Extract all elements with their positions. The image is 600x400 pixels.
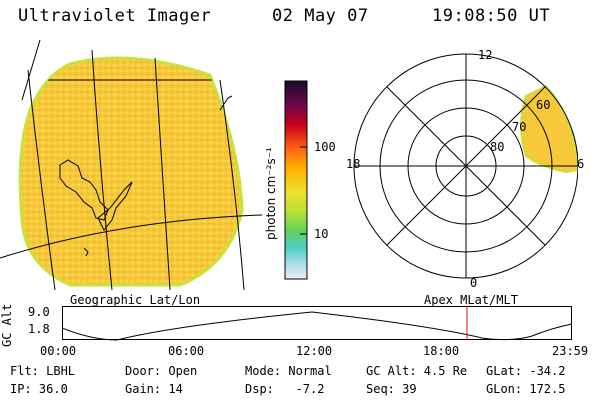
gc-xtick-3: 18:00 xyxy=(423,344,460,358)
gc-ytick-top: 9.0 xyxy=(28,305,50,319)
mlt-label-6: 6 xyxy=(577,157,585,171)
gc-xtick-2: 12:00 xyxy=(296,344,333,358)
apex-label: Apex MLat/MLT xyxy=(424,293,518,307)
mlt-label-12: 12 xyxy=(478,48,493,62)
polar-map xyxy=(353,53,578,279)
gcalt-readout: GC Alt: 4.5 Re xyxy=(366,364,468,378)
date-label: 02 May 07 xyxy=(272,6,369,26)
geo-meridians xyxy=(0,40,262,290)
instrument-title: Ultraviolet Imager xyxy=(18,6,212,26)
gc-alt-curve xyxy=(62,311,572,341)
mlt-label-0: 0 xyxy=(470,276,478,290)
polar-grid xyxy=(353,53,578,279)
gc-ytick-bottom: 1.8 xyxy=(28,322,50,336)
auroral-oval-patch xyxy=(520,84,578,174)
gc-xtick-0: 00:00 xyxy=(40,344,77,358)
colorbar-unit-label: photon cm⁻²s⁻¹ xyxy=(264,147,278,240)
glat-readout: GLat: -34.2 xyxy=(486,364,566,378)
coastline xyxy=(59,95,233,257)
colorbar-tick-100: 100 xyxy=(314,140,336,154)
flt-readout: Flt: LBHL xyxy=(10,364,76,378)
geographic-label: Geographic Lat/Lon xyxy=(70,293,201,307)
uv-disk-image xyxy=(18,56,244,287)
lat-label-70: 70 xyxy=(512,120,527,134)
time-label: 19:08:50 UT xyxy=(432,6,551,26)
lat-label-60: 60 xyxy=(536,98,551,112)
mlt-label-18: 18 xyxy=(346,157,361,171)
colorbar xyxy=(284,80,308,280)
mode-readout: Mode: Normal xyxy=(245,364,332,378)
glon-readout: GLon: 172.5 xyxy=(486,382,566,396)
seq-readout: Seq: 39 xyxy=(366,382,417,396)
lat-label-80: 80 xyxy=(490,140,505,154)
door-readout: Door: Open xyxy=(125,364,198,378)
gc-alt-ylabel: GC Alt xyxy=(0,303,14,347)
colorbar-tick-10: 10 xyxy=(314,227,329,241)
dsp-readout: Dsp: -7.2 xyxy=(245,382,325,396)
gc-xtick-4: 23:59 xyxy=(552,344,589,358)
gc-alt-plot xyxy=(62,306,572,341)
geographic-map xyxy=(0,40,262,290)
ip-readout: IP: 36.0 xyxy=(10,382,68,396)
gain-readout: Gain: 14 xyxy=(125,382,183,396)
gc-xtick-1: 06:00 xyxy=(168,344,205,358)
